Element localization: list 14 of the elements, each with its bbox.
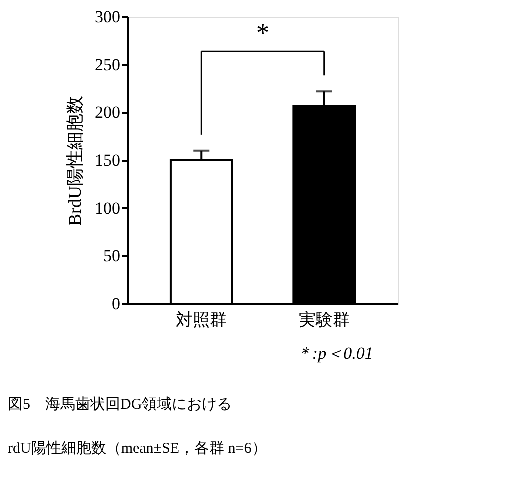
y-tick-label: 150 xyxy=(95,151,120,170)
y-tick-label: 100 xyxy=(95,198,120,218)
text: ＊:p＜0.01 xyxy=(295,344,374,363)
text: rdU陽性細胞数（mean±SE，各群 n=6） xyxy=(8,440,267,457)
x-tick-label: 対照群 xyxy=(176,310,228,330)
y-tick-label: 250 xyxy=(95,55,120,74)
y-tick-label: 0 xyxy=(112,294,120,314)
annotation: * xyxy=(256,18,270,48)
y-axis-title: BrdU陽性細胞数 xyxy=(65,96,85,226)
caption: 図5 海馬歯状回DG領域における xyxy=(8,396,232,413)
y-tick-label: 50 xyxy=(104,246,120,266)
y-tick-label: 300 xyxy=(95,8,120,26)
y-tick-label: 200 xyxy=(95,103,120,122)
x-tick-label: 実験群 xyxy=(298,310,350,330)
